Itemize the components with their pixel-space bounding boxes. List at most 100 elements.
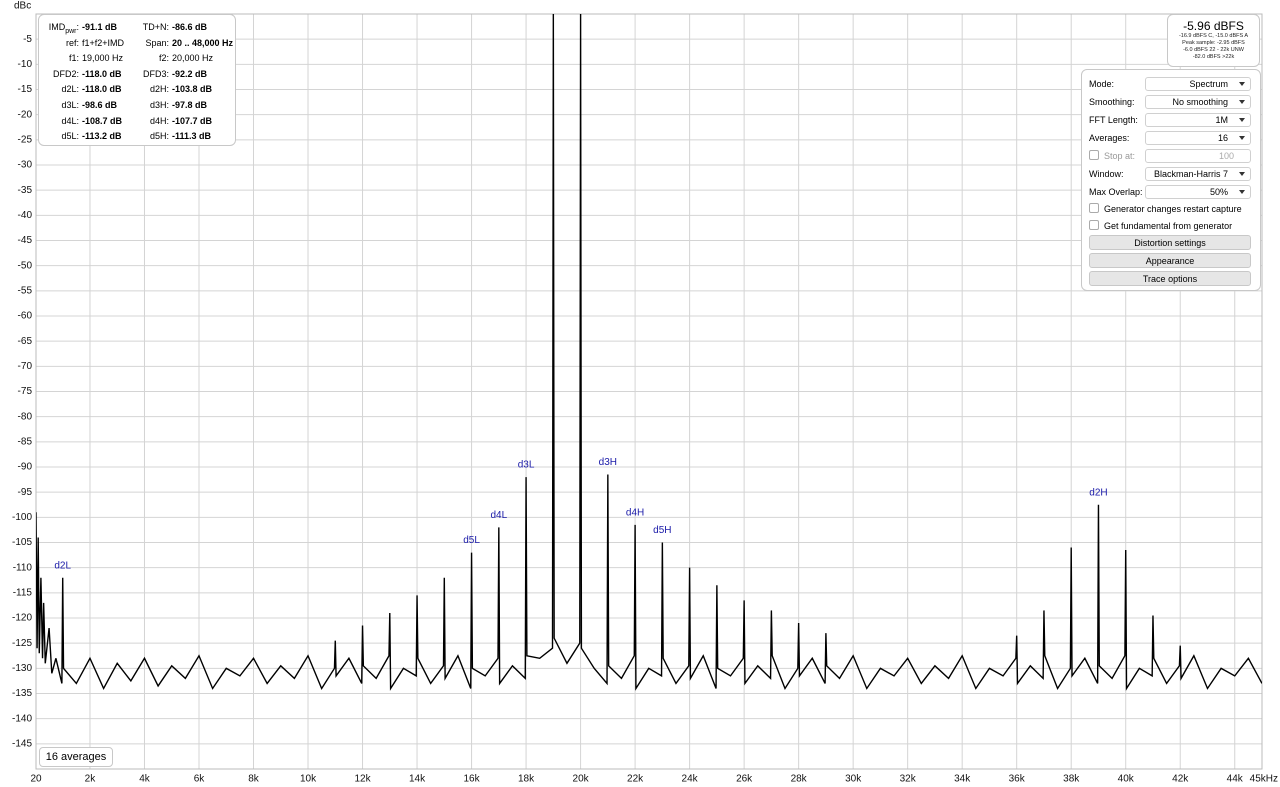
imd-label: f1: — [69, 51, 79, 66]
y-tick-label: -135 — [12, 688, 32, 699]
y-tick-label: -30 — [18, 160, 33, 171]
select-row: Averages: 16 — [1089, 130, 1253, 146]
y-tick-label: -20 — [18, 109, 33, 120]
imd-label: f2: — [159, 51, 169, 66]
imd-panel: IMDpwr: -91.1 dB TD+N: -86.6 dB ref: f1+f2+IM… — [38, 14, 236, 146]
imd-label: d2H: — [150, 82, 169, 97]
x-tick-label: 10k — [300, 774, 317, 785]
imd-label: d5L: — [61, 129, 79, 144]
x-tick-label: 16k — [463, 774, 480, 785]
level-line: -16.9 dBFS C, -15.0 dBFS A — [1178, 33, 1249, 39]
imd-row: DFD2: -118.0 dB DFD3: -92.2 dB — [39, 67, 237, 82]
y-tick-label: -85 — [18, 436, 33, 447]
imd-label: d4L: — [61, 114, 79, 129]
imd-label: TD+N: — [143, 20, 169, 35]
x-tick-label: 40k — [1118, 774, 1135, 785]
imd-label: Span: — [145, 36, 169, 51]
select-label: Mode: — [1089, 79, 1115, 89]
imd-value: -107.7 dB — [172, 115, 213, 126]
imd-row: ref: f1+f2+IMD Span: 20 .. 48,000 Hz — [39, 36, 237, 51]
imd-value: -91.1 dB — [82, 22, 118, 32]
y-tick-label: -40 — [18, 210, 33, 221]
imd-row: d5L: -113.2 dB d5H: -111.3 dB — [39, 129, 237, 144]
trace-group — [36, 14, 1262, 691]
checkbox[interactable] — [1089, 203, 1099, 213]
peak-annotation: d3L — [518, 460, 535, 471]
imd-value: -118.0 dB — [82, 84, 122, 95]
y-tick-label: -130 — [12, 663, 32, 674]
select-row: FFT Length: 1M — [1089, 112, 1253, 128]
dropdown[interactable]: 50% — [1145, 185, 1251, 199]
imd-row: IMDpwr: -91.1 dB TD+N: -86.6 dB — [39, 20, 237, 35]
select-label: Smoothing: — [1089, 97, 1135, 107]
imd-label: d2L: — [61, 82, 79, 97]
imd-label: d3L: — [61, 98, 79, 113]
select-row: Mode: Spectrum — [1089, 76, 1253, 92]
y-tick-label: -145 — [12, 738, 32, 749]
button[interactable]: Appearance — [1089, 253, 1251, 268]
controls-panel: Mode: Spectrum Smoothing: No smoothing FFT… — [1081, 69, 1261, 291]
imd-label-text: d3H: — [149, 100, 169, 110]
imd-value: -111.3 dB — [172, 131, 212, 142]
x-tick-label: 14k — [409, 774, 426, 785]
x-tick-label: 6k — [194, 774, 206, 785]
y-tick-label: -55 — [18, 285, 33, 296]
button[interactable]: Distortion settings — [1089, 235, 1251, 250]
imd-label: IMDpwr: — [49, 20, 79, 39]
x-tick-label: 30k — [845, 774, 862, 785]
level-title: -5.96 dBFS — [1183, 19, 1244, 33]
imd-value: -86.6 dB — [172, 22, 208, 32]
imd-value: -118.0 dB — [82, 68, 122, 79]
select-row: Max Overlap: 50% — [1089, 184, 1253, 200]
y-tick-label: -105 — [12, 537, 32, 548]
y-tick-label: -110 — [13, 562, 33, 573]
x-tick-label: 2k — [85, 774, 97, 785]
imd-label: d3H: — [150, 98, 169, 113]
y-tick-label: -75 — [18, 386, 33, 397]
dropdown[interactable]: 16 — [1145, 131, 1251, 145]
peak-annotation: d2L — [54, 560, 71, 571]
imd-value: 20,000 Hz — [172, 53, 214, 64]
y-tick-label: -120 — [12, 613, 32, 624]
y-tick-label: -100 — [12, 512, 32, 523]
imd-label-text: d4H: — [149, 115, 169, 126]
dropdown[interactable]: Blackman-Harris 7 — [1145, 167, 1251, 181]
dropdown[interactable]: Spectrum — [1145, 77, 1251, 91]
imd-label-text: TD+N: — [142, 22, 169, 32]
dropdown[interactable]: No smoothing — [1145, 95, 1251, 109]
plot-frame — [35, 13, 1263, 770]
checkbox-row: Get fundamental from generator — [1089, 218, 1253, 234]
imd-value: 19,000 Hz — [82, 53, 124, 64]
spinner[interactable]: 100 — [1145, 149, 1251, 163]
y-tick-label: -60 — [18, 311, 33, 322]
level-line: -6.0 dBFS 22 - 22k UNW — [1183, 47, 1244, 53]
imd-row: d3L: -98.6 dB d3H: -97.8 dB — [39, 98, 237, 113]
button[interactable]: Trace options — [1089, 271, 1251, 286]
x-tick-label: 20k — [573, 774, 590, 785]
imd-label-text: f2: — [158, 53, 169, 64]
peak-annotation: d4L — [490, 510, 507, 521]
dropdown[interactable]: 1M — [1145, 113, 1251, 127]
spectrum-trace — [36, 14, 1262, 691]
level-line: Peak sample: -2.95 dBFS — [1182, 40, 1245, 46]
x-tick-label: 24k — [682, 774, 699, 785]
y-tick-label: -45 — [18, 235, 33, 246]
checkbox-label: Get fundamental from generator — [1104, 221, 1233, 231]
stop-label: Stop at: — [1104, 151, 1136, 161]
y-tick-label: -140 — [12, 713, 32, 724]
checkbox[interactable] — [1089, 220, 1099, 230]
imd-label-text: Span: — [145, 37, 169, 48]
x-tick-label: 4k — [139, 774, 151, 785]
imd-label-sub: pwr — [65, 27, 77, 35]
checkbox[interactable] — [1089, 150, 1099, 160]
peak-annotation: d2H — [1089, 487, 1107, 498]
imd-label-text: d2L: — [61, 84, 79, 95]
y-axis-label: dBc — [14, 1, 31, 12]
imd-label-end: : — [76, 22, 79, 32]
labels: -5 -10 -15 -20 -25 -30 -35 -40 -45 -50 -55 -60 -65 -7… — [12, 34, 1278, 785]
select-label: Window: — [1089, 169, 1124, 179]
peak-annotation: d5L — [463, 535, 480, 546]
checkbox-label: Generator changes restart capture — [1104, 204, 1242, 214]
